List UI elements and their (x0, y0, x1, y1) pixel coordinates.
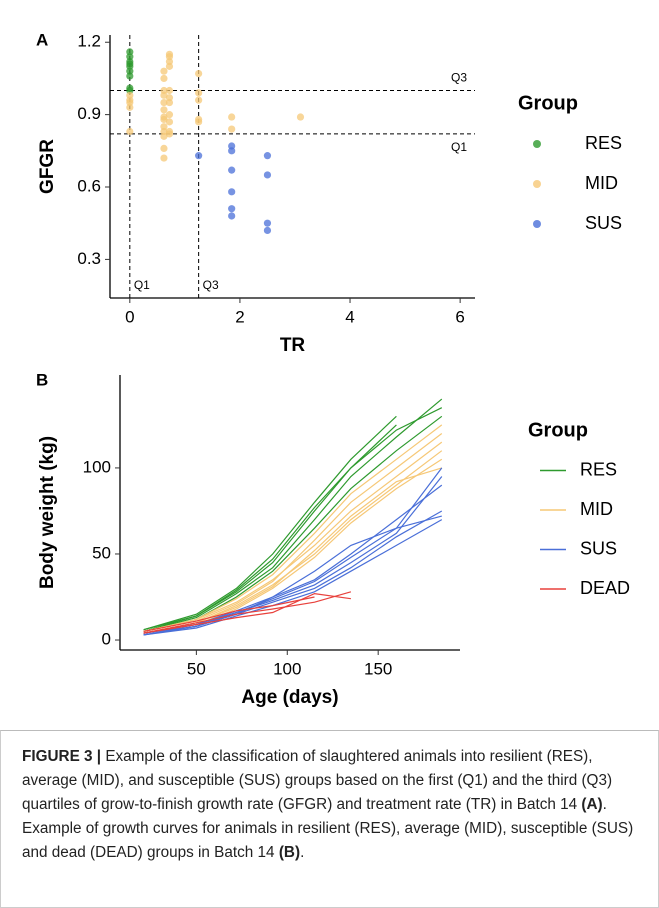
caption-text: Example of the classification of slaught… (22, 748, 613, 813)
caption-text: . Example of growth curves for animals i… (22, 796, 634, 861)
growth-line (143, 591, 352, 634)
y-tick-label: 1.2 (77, 32, 101, 51)
point (195, 152, 203, 160)
legend-label: SUS (585, 213, 622, 233)
point (165, 118, 174, 126)
point (195, 70, 203, 78)
y-tick-label: 100 (83, 457, 111, 476)
point (160, 106, 168, 114)
growth-line (143, 467, 443, 634)
growth-line (143, 596, 315, 632)
panel-label: A (36, 30, 48, 49)
growth-line (143, 433, 443, 632)
point (160, 67, 168, 75)
growth-line (143, 467, 442, 634)
point (228, 188, 236, 196)
caption: FIGURE 3 | Example of the classification… (22, 745, 637, 865)
x-tick-label: 150 (364, 659, 392, 678)
point (165, 62, 174, 70)
x-tick-label: 50 (187, 659, 206, 678)
reference-label: Q1 (134, 278, 150, 292)
y-tick-label: 0.9 (77, 104, 101, 123)
x-tick-label: 4 (345, 307, 354, 326)
point (160, 154, 168, 162)
caption-label: FIGURE 3 | (22, 748, 102, 765)
growth-line (143, 398, 443, 632)
legend-marker (533, 140, 541, 148)
reference-label: Q1 (451, 140, 467, 154)
caption-ref: (B) (278, 844, 301, 861)
caption-text: . (300, 844, 305, 861)
point (228, 113, 236, 121)
y-tick-label: 0 (102, 630, 111, 649)
growth-line (143, 515, 442, 636)
point (228, 212, 236, 220)
growth-line (143, 424, 443, 632)
x-tick-label: 0 (125, 307, 134, 326)
point (228, 125, 236, 133)
x-axis-title: Age (days) (241, 687, 338, 708)
point (228, 205, 236, 213)
point (296, 113, 305, 121)
x-axis-title: TR (280, 335, 306, 356)
reference-label: Q3 (451, 71, 467, 85)
y-tick-label: 0.3 (77, 249, 101, 268)
growth-line (143, 592, 351, 634)
growth-line (143, 424, 397, 632)
point (160, 144, 168, 153)
point (165, 130, 174, 138)
legend-label: RES (580, 459, 617, 479)
point (160, 91, 168, 99)
legend-label: SUS (580, 538, 617, 558)
y-tick-label: 0.6 (77, 176, 101, 195)
figure: A 0.3 0.6 0.9 1.2 0 2 4 6 TR GFGR Group Q1 Q3 Q1 Q3 RES M… (36, 30, 630, 708)
point (195, 89, 203, 97)
legend-title: Group (528, 419, 588, 441)
point (165, 86, 174, 95)
reference-label: Q3 (203, 278, 219, 292)
point (126, 103, 134, 111)
y-axis-title: GFGR (37, 139, 58, 194)
legend-label: MID (580, 499, 613, 519)
x-tick-label: 2 (235, 307, 244, 326)
point (195, 118, 203, 126)
point (228, 147, 236, 155)
point (160, 98, 168, 107)
point (263, 219, 272, 227)
point (160, 74, 168, 83)
legend-label: DEAD (580, 578, 630, 598)
point (228, 166, 236, 174)
legend-label: MID (585, 173, 618, 193)
point (263, 226, 272, 235)
legend-marker (533, 220, 541, 228)
panel-label: B (36, 370, 48, 389)
point (160, 132, 168, 140)
legend-label: RES (585, 133, 622, 153)
growth-line (143, 415, 397, 631)
x-tick-label: 100 (273, 659, 301, 678)
point (165, 111, 174, 119)
point (263, 171, 272, 179)
y-axis-title: Body weight (kg) (37, 436, 58, 589)
y-tick-label: 50 (92, 543, 111, 562)
growth-line (143, 458, 443, 634)
point (126, 127, 134, 136)
point (126, 72, 134, 80)
legend-marker (533, 180, 541, 188)
caption-ref: (A) (581, 796, 603, 813)
growth-line (143, 407, 443, 631)
legend-title: Group (518, 92, 578, 114)
point (165, 98, 174, 107)
growth-line (143, 519, 443, 636)
growth-line (143, 484, 443, 634)
point (195, 96, 203, 104)
x-tick-label: 6 (455, 307, 464, 326)
point (263, 152, 272, 160)
point (160, 115, 168, 124)
